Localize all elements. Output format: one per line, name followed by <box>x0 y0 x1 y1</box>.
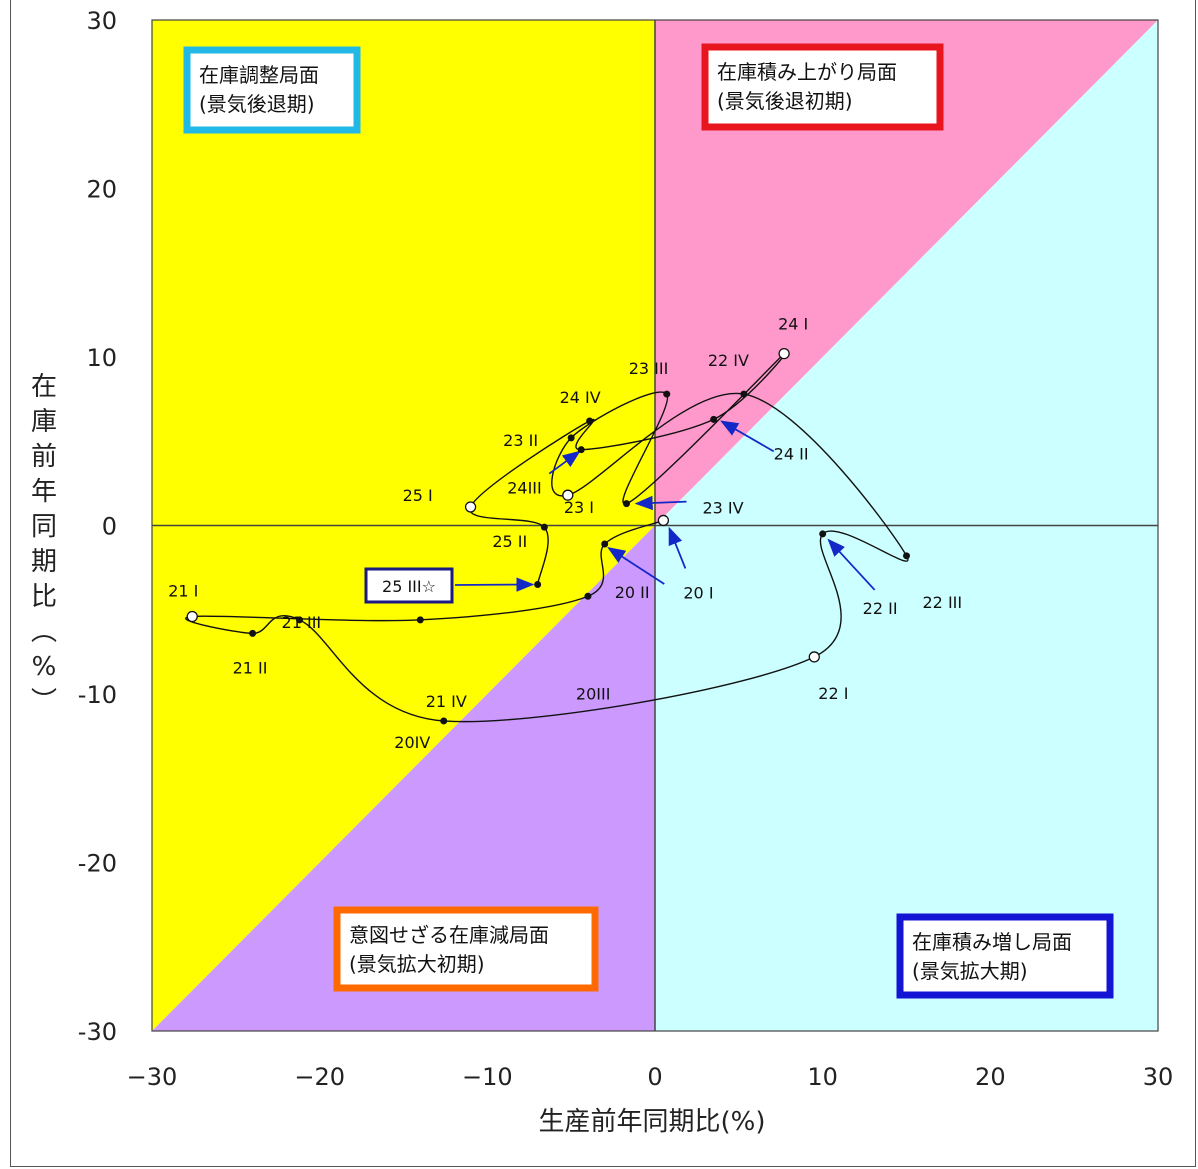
point-label: 20 I <box>683 583 713 602</box>
point-label: 25 II <box>492 532 527 551</box>
x-tick-label: −30 <box>127 1063 178 1091</box>
data-point <box>567 434 575 442</box>
region-box-border <box>183 46 361 134</box>
data-point <box>622 500 630 508</box>
region-label-box: 在庫積み上がり局面 (景気後退初期) <box>701 43 944 131</box>
point-label: 21 I <box>168 581 198 600</box>
region-box-border <box>333 906 599 992</box>
data-point <box>584 592 592 600</box>
x-tick-label: 20 <box>975 1063 1006 1091</box>
data-point-open <box>186 610 198 623</box>
x-tick-label: 10 <box>807 1063 838 1091</box>
point-label: 23 I <box>564 498 594 517</box>
x-axis-label: 生産前年同期比(%) <box>539 1107 766 1137</box>
y-tick-label: 0 <box>102 513 117 541</box>
data-point <box>296 616 304 624</box>
callout-arrow <box>548 450 581 475</box>
region-subtitle: (景気拡大期) <box>912 959 1028 983</box>
y-tick-label: 10 <box>86 344 117 372</box>
point-label: 22 II <box>863 599 898 618</box>
data-point-open <box>657 514 670 527</box>
x-tick-label: 0 <box>647 1063 662 1091</box>
point-label: 20 II <box>615 583 650 602</box>
region-title: 意図せざる在庫減局面 <box>349 923 549 947</box>
point-label: 20IV <box>394 733 430 752</box>
point-label: 21 IV <box>426 692 467 711</box>
region-title: 在庫積み上がり局面 <box>717 60 897 84</box>
data-point <box>740 390 748 398</box>
callout-arrow <box>454 577 535 592</box>
data-point-open <box>562 489 574 501</box>
y-tick-label: -30 <box>78 1018 117 1046</box>
highlight-label-box <box>364 567 454 604</box>
data-point-open <box>808 651 820 663</box>
callout-arrow <box>668 526 687 569</box>
y-axis-label: 在庫前年同期比︵% ︶ <box>31 372 57 717</box>
point-label: 22 IV <box>708 351 749 370</box>
region-label-box: 在庫調整局面 (景気後退期) <box>183 46 361 134</box>
data-point <box>540 523 548 531</box>
data-point <box>601 540 609 548</box>
point-label: 21 II <box>233 658 268 677</box>
point-label: 22 I <box>818 684 848 703</box>
point-label: 24 I <box>778 315 808 334</box>
point-label: 25 I <box>403 486 433 505</box>
point-label: 25 III☆ <box>382 577 436 596</box>
point-label: 24III <box>507 479 542 498</box>
point-label: 24 II <box>774 444 809 463</box>
data-point <box>577 446 585 454</box>
region-subtitle: (景気後退初期) <box>717 89 853 113</box>
region-box-border <box>896 913 1114 999</box>
y-tick-label: 20 <box>86 176 117 204</box>
series-path <box>185 350 909 723</box>
region-title: 在庫調整局面 <box>199 63 319 87</box>
callout-arrow <box>827 538 876 591</box>
highlight-point-label: 25 III☆ <box>364 567 454 604</box>
data-point <box>663 390 671 398</box>
point-label: 22 III <box>923 593 963 612</box>
data-point-open <box>464 501 477 513</box>
data-point <box>903 552 910 560</box>
data-point-open <box>778 347 790 360</box>
data-point <box>586 417 594 425</box>
point-label: 23 III <box>629 359 669 378</box>
point-label: 20III <box>576 684 611 703</box>
y-tick-label: -20 <box>78 850 117 878</box>
point-label: 23 II <box>503 431 538 450</box>
x-tick-label: −20 <box>294 1063 345 1091</box>
callout-arrow <box>634 495 687 511</box>
point-label: 24 IV <box>560 388 601 407</box>
region-subtitle: (景気拡大初期) <box>349 952 485 976</box>
region-lower-left <box>152 525 655 1031</box>
chart-frame <box>10 0 1196 1167</box>
region-label-box: 意図せざる在庫減局面 (景気拡大初期) <box>333 906 599 992</box>
point-label: 21 III <box>282 613 322 632</box>
region-label-box: 在庫積み増し局面 (景気拡大期) <box>896 913 1114 999</box>
x-tick-label: −10 <box>462 1063 513 1091</box>
data-point <box>710 415 718 423</box>
data-point <box>249 629 257 637</box>
y-tick-label: 30 <box>86 7 117 35</box>
data-point <box>416 616 424 624</box>
callout-arrow <box>720 420 775 453</box>
callout-arrow <box>607 547 665 585</box>
y-tick-label: -10 <box>78 681 117 709</box>
data-point <box>534 580 542 588</box>
region-box-border <box>701 43 944 131</box>
region-title: 在庫積み増し局面 <box>912 930 1072 954</box>
x-tick-label: 30 <box>1143 1063 1174 1091</box>
data-point <box>819 530 827 538</box>
region-subtitle: (景気後退期) <box>199 92 315 116</box>
data-point <box>440 717 448 725</box>
point-label: 23 IV <box>702 499 743 518</box>
